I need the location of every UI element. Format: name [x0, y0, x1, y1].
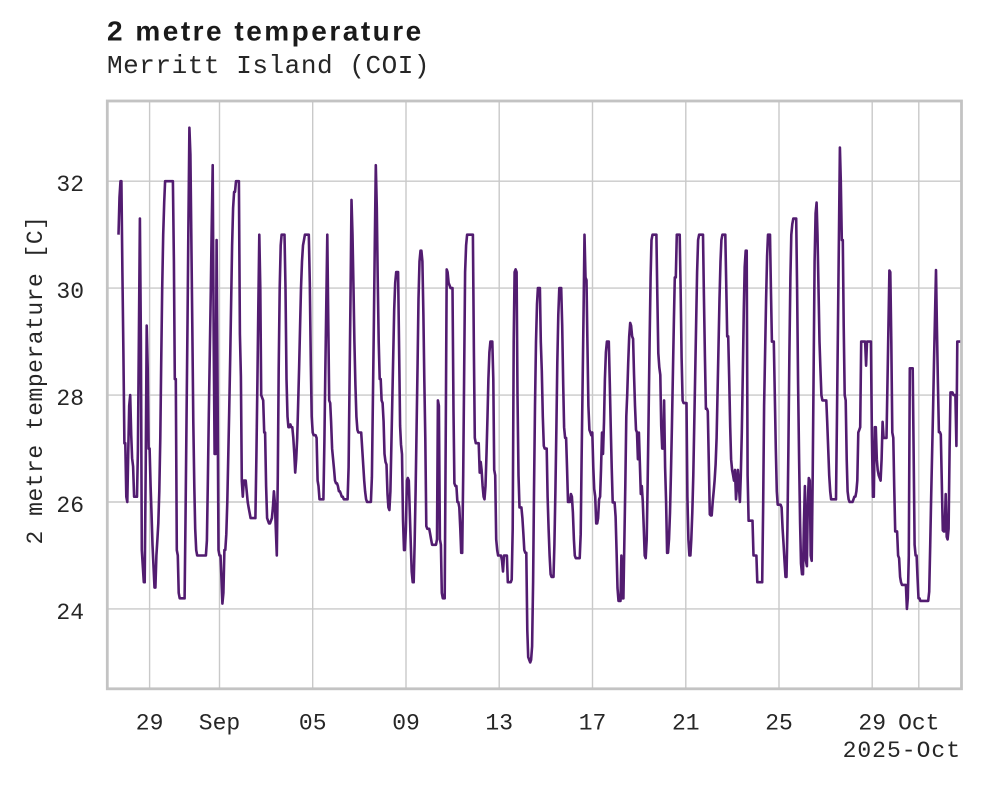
svg-text:24: 24 — [56, 600, 84, 626]
svg-text:13: 13 — [485, 711, 513, 737]
svg-text:05: 05 — [299, 711, 327, 737]
svg-text:26: 26 — [56, 493, 84, 519]
svg-text:32: 32 — [56, 172, 84, 198]
svg-text:29: 29 — [858, 711, 886, 737]
svg-text:28: 28 — [56, 386, 84, 412]
svg-text:2 metre temperature [C]: 2 metre temperature [C] — [23, 216, 49, 545]
svg-text:Merritt Island (COI): Merritt Island (COI) — [107, 51, 430, 81]
svg-text:09: 09 — [392, 711, 420, 737]
svg-text:30: 30 — [56, 279, 84, 305]
svg-text:17: 17 — [579, 711, 607, 737]
svg-text:2 metre temperature: 2 metre temperature — [107, 16, 424, 47]
svg-text:29: 29 — [136, 711, 164, 737]
svg-text:25: 25 — [765, 711, 793, 737]
svg-text:2025-Oct: 2025-Oct — [843, 738, 961, 764]
svg-text:21: 21 — [672, 711, 700, 737]
svg-text:Sep: Sep — [199, 711, 240, 737]
svg-text:Oct: Oct — [898, 711, 939, 737]
